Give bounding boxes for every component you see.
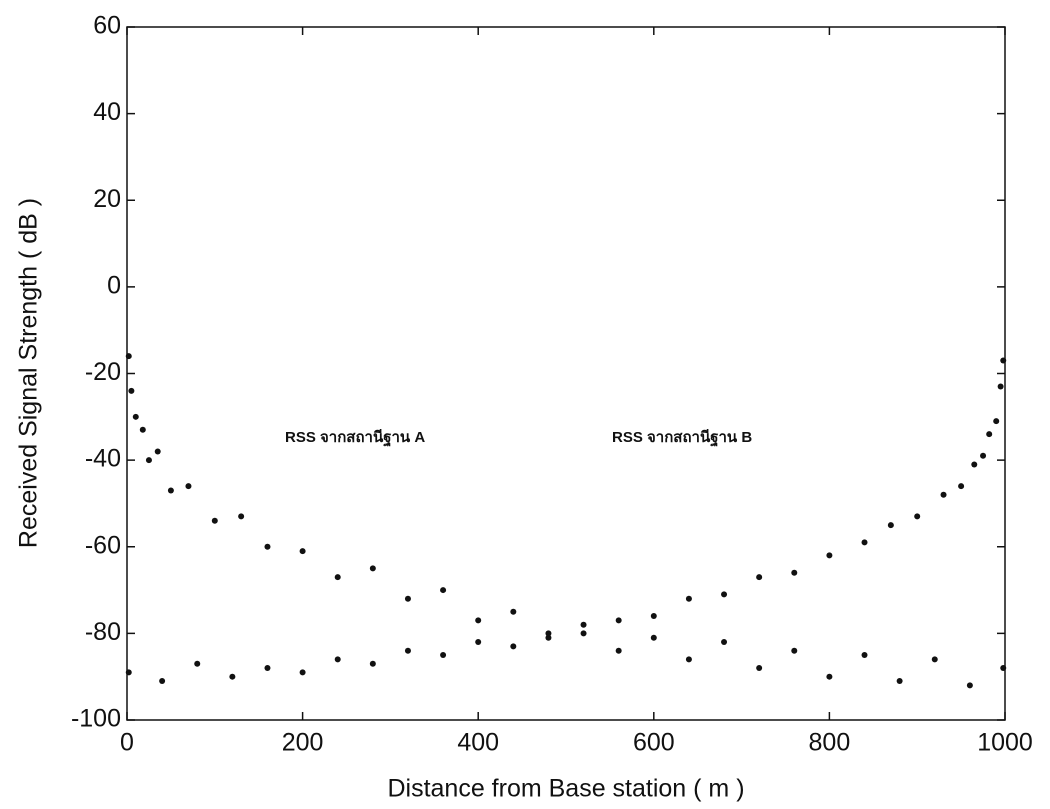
data-point — [545, 630, 552, 637]
data-point — [334, 574, 341, 581]
data-point — [914, 513, 921, 520]
y-tick-label: -60 — [85, 531, 121, 559]
data-point — [1000, 357, 1007, 364]
data-point — [229, 673, 236, 680]
data-point — [404, 595, 411, 602]
annotation: RSS จากสถานีฐาน B — [612, 429, 752, 447]
y-tick-label: -20 — [85, 358, 121, 386]
data-point — [404, 647, 411, 654]
x-tick-label: 600 — [633, 729, 675, 757]
data-point — [685, 656, 692, 663]
data-point — [940, 491, 947, 498]
y-tick-label: -100 — [71, 705, 121, 733]
data-point — [826, 552, 833, 559]
data-point — [145, 457, 152, 464]
data-point — [545, 634, 552, 641]
data-point — [650, 613, 657, 620]
data-point — [299, 669, 306, 676]
data-point — [861, 652, 868, 659]
data-point — [791, 647, 798, 654]
annotation: RSS จากสถานีฐาน A — [285, 429, 425, 447]
data-point — [721, 639, 728, 646]
data-point — [440, 587, 447, 594]
data-point — [159, 678, 166, 685]
data-point — [475, 617, 482, 624]
data-point — [238, 513, 245, 520]
x-axis-label: Distance from Base station ( m ) — [387, 775, 744, 803]
data-point — [440, 652, 447, 659]
data-point — [128, 387, 135, 394]
data-point — [997, 383, 1004, 390]
data-point — [650, 634, 657, 641]
y-tick-label: 60 — [93, 12, 121, 40]
data-point — [580, 630, 587, 637]
data-point — [721, 591, 728, 598]
data-point — [1000, 665, 1007, 672]
data-point — [510, 643, 517, 650]
data-point — [896, 678, 903, 685]
data-point — [334, 656, 341, 663]
x-tick-label: 400 — [457, 729, 499, 757]
y-tick-label: -40 — [85, 445, 121, 473]
y-tick-label: 40 — [93, 98, 121, 126]
data-point — [264, 665, 271, 672]
data-point — [211, 517, 218, 524]
data-point — [580, 621, 587, 628]
data-point — [167, 487, 174, 494]
data-point — [986, 431, 993, 438]
data-point — [993, 418, 1000, 425]
x-tick-label: 1000 — [977, 729, 1033, 757]
data-point — [861, 539, 868, 546]
y-tick-label: 20 — [93, 185, 121, 213]
data-point — [756, 665, 763, 672]
data-point — [510, 608, 517, 615]
data-point — [154, 448, 161, 455]
data-point — [980, 452, 987, 459]
data-point — [971, 461, 978, 468]
data-point — [299, 548, 306, 555]
data-point — [369, 565, 376, 572]
y-tick-label: 0 — [107, 271, 121, 299]
y-axis-label: Received Signal Strength ( dB ) — [15, 198, 43, 548]
data-point — [475, 639, 482, 646]
y-tick-label: -80 — [85, 618, 121, 646]
data-point — [132, 413, 139, 420]
x-tick-label: 200 — [282, 729, 324, 757]
data-point — [826, 673, 833, 680]
data-point — [139, 426, 146, 433]
x-tick-label: 800 — [809, 729, 851, 757]
x-tick-label: 0 — [120, 729, 134, 757]
data-point — [958, 483, 965, 490]
data-point — [369, 660, 376, 667]
data-point — [615, 617, 622, 624]
data-point — [185, 483, 192, 490]
plot-frame — [126, 26, 1006, 721]
data-point — [887, 522, 894, 529]
data-point — [931, 656, 938, 663]
data-point — [125, 669, 132, 676]
data-point — [125, 353, 132, 360]
data-point — [756, 574, 763, 581]
data-point — [791, 569, 798, 576]
data-point — [966, 682, 973, 689]
data-point — [194, 660, 201, 667]
data-point — [264, 543, 271, 550]
data-point — [615, 647, 622, 654]
data-point — [685, 595, 692, 602]
